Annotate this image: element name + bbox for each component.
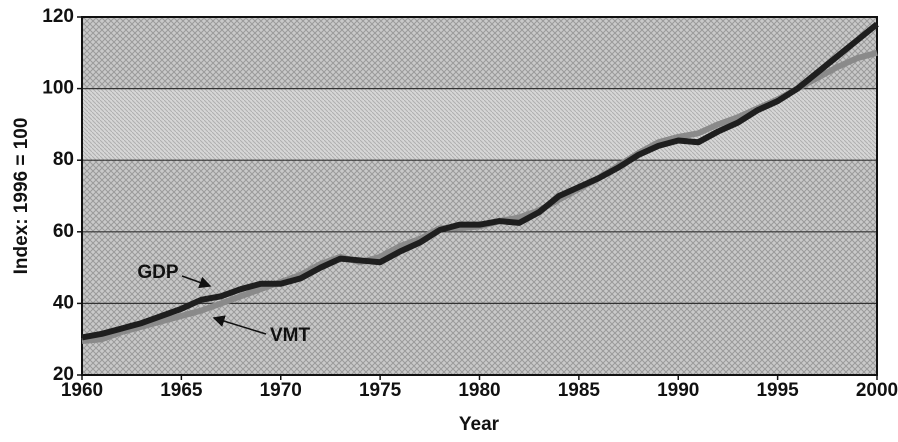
annotation-arrow (181, 275, 212, 289)
x-tick-label: 1975 (359, 380, 402, 401)
x-tick-label: 1990 (657, 380, 699, 401)
plot-frame (81, 16, 878, 376)
y-axis-label: Index: 1996 = 100 (11, 118, 32, 275)
y-tick-label: 40 (53, 292, 74, 313)
x-tick-label: 1970 (260, 380, 302, 401)
series-line (81, 21, 879, 341)
x-tick-label: 1965 (160, 380, 203, 401)
y-tick-label: 120 (42, 6, 74, 27)
x-tick-label: 1995 (756, 380, 799, 401)
x-axis-label: Year (459, 414, 500, 435)
series-label: GDP (137, 262, 179, 283)
x-tick-label: 1960 (61, 380, 103, 401)
plot-band (82, 88, 877, 161)
x-tick-label: 1980 (458, 380, 500, 401)
x-tick-label: 2000 (856, 380, 898, 401)
y-tick-label: 100 (42, 78, 74, 99)
y-tick-label: 60 (53, 221, 74, 242)
x-tick-label: 1985 (558, 380, 601, 401)
plot-area (82, 17, 877, 375)
annotation-arrow (212, 315, 267, 335)
series-label: VMT (270, 325, 311, 346)
y-tick-label: 80 (53, 149, 74, 170)
y-tick-label: 20 (53, 364, 74, 385)
